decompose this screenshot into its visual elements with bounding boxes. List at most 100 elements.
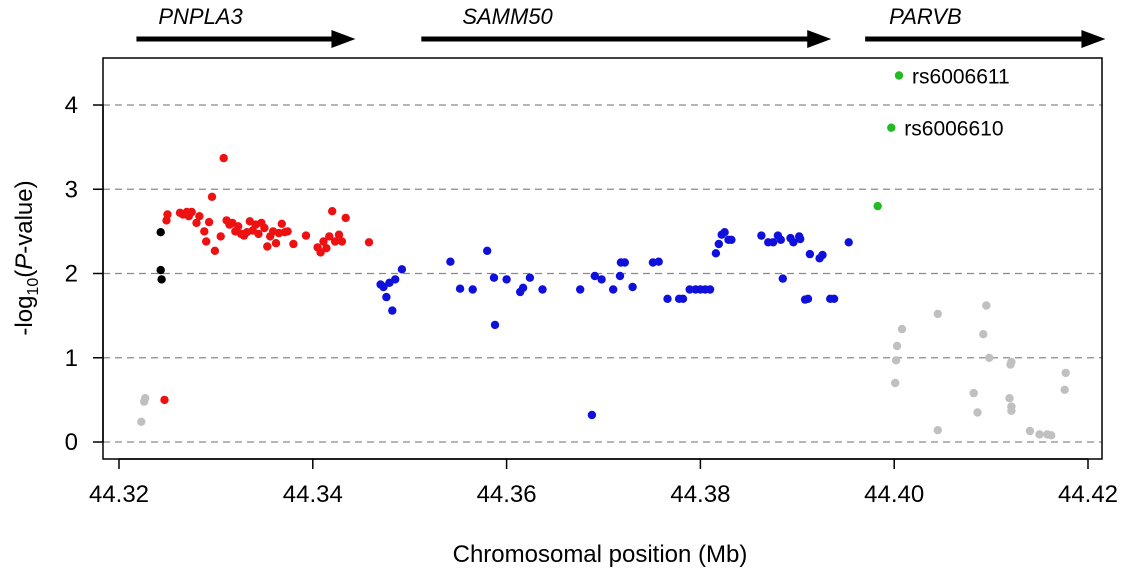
data-point <box>805 249 815 259</box>
data-point <box>778 274 787 283</box>
data-point <box>330 237 340 246</box>
data-point <box>502 275 511 284</box>
data-point <box>219 153 228 163</box>
data-point <box>322 244 331 253</box>
data-point <box>894 71 904 80</box>
data-point <box>137 417 146 426</box>
x-tick-label: 44.32 <box>89 481 149 508</box>
data-point <box>157 275 166 284</box>
snp-label: rs6006611 <box>912 66 1010 89</box>
y-tick-label: 0 <box>65 429 78 456</box>
data-point <box>210 246 220 255</box>
data-point <box>985 353 994 362</box>
data-point <box>973 408 982 417</box>
data-point <box>204 217 214 227</box>
gene-arrow-head <box>331 30 356 48</box>
data-point <box>897 324 907 334</box>
data-point <box>364 238 374 247</box>
data-point <box>518 283 528 292</box>
x-tick-label: 44.38 <box>670 481 730 508</box>
data-point <box>271 239 281 248</box>
gene-label: PARVB <box>889 4 962 29</box>
x-tick-label: 44.36 <box>477 481 537 508</box>
data-point <box>192 218 201 228</box>
data-point <box>200 227 209 236</box>
data-point <box>609 285 618 294</box>
data-point <box>576 285 585 294</box>
data-point <box>334 230 344 239</box>
y-tick-label: 1 <box>65 345 78 372</box>
x-tick-label: 44.34 <box>283 481 343 508</box>
data-point <box>720 228 729 237</box>
data-point <box>234 222 243 231</box>
data-point <box>873 201 882 211</box>
x-tick-label: 44.42 <box>1058 481 1118 508</box>
data-point <box>757 231 766 240</box>
x-axis: 44.32 44.34 44.36 44.38 44.40 44.42 <box>89 458 1118 508</box>
data-point <box>187 207 196 217</box>
data-point <box>216 232 225 241</box>
data-point <box>1025 426 1035 436</box>
gene-label: PNPLA3 <box>158 4 243 29</box>
data-point <box>490 320 500 330</box>
data-point <box>1060 385 1069 394</box>
data-point <box>776 235 785 244</box>
data-point <box>1061 368 1070 378</box>
data-point <box>289 239 298 249</box>
data-point <box>156 265 165 275</box>
data-point <box>538 285 547 294</box>
y-tick-label: 4 <box>65 92 78 119</box>
data-point <box>468 285 477 294</box>
data-point <box>829 294 839 303</box>
data-point <box>678 294 688 303</box>
data-point <box>195 212 204 221</box>
y-tick-label: 2 <box>65 261 78 288</box>
data-point <box>160 395 169 405</box>
data-point <box>892 341 902 351</box>
data-point <box>768 238 778 247</box>
data-point <box>982 301 991 310</box>
gene-tracks: PNPLA3 SAMM50 PARVB <box>136 4 1106 48</box>
data-point <box>891 378 900 388</box>
data-point <box>620 258 629 267</box>
data-point <box>887 123 896 132</box>
data-point <box>789 238 798 247</box>
data-point <box>933 426 942 435</box>
data-point <box>705 285 715 294</box>
data-point <box>202 237 211 246</box>
data-point <box>1005 394 1014 403</box>
data-point <box>796 234 805 244</box>
x-tick-label: 44.40 <box>864 481 924 508</box>
data-points <box>137 71 1070 440</box>
data-point <box>979 330 988 339</box>
data-point <box>818 250 827 260</box>
data-point <box>301 231 311 240</box>
data-point <box>685 285 694 294</box>
data-point <box>207 192 217 201</box>
data-point <box>654 257 663 266</box>
data-point <box>382 292 391 302</box>
data-point <box>283 227 292 236</box>
data-point <box>587 410 597 420</box>
data-point <box>525 273 535 282</box>
data-point <box>277 219 286 228</box>
y-axis: 0 1 2 3 4 <box>65 92 104 456</box>
x-axis-title: Chromosomal position (Mb) <box>453 541 748 568</box>
data-point <box>156 228 165 237</box>
data-point <box>325 232 334 241</box>
data-point <box>891 356 901 365</box>
data-point <box>844 238 853 247</box>
gene-label: SAMM50 <box>462 4 553 29</box>
data-point <box>141 394 150 403</box>
data-point <box>1007 357 1016 367</box>
data-point <box>711 249 721 258</box>
data-point <box>337 237 347 246</box>
snp-annotations: rs6006611 rs6006610 <box>904 66 1009 141</box>
data-point <box>316 248 325 257</box>
y-tick-label: 3 <box>65 176 78 203</box>
data-point <box>933 309 942 319</box>
data-point <box>1007 402 1016 411</box>
data-point <box>727 235 736 244</box>
data-point <box>615 271 625 281</box>
data-point <box>163 210 172 219</box>
